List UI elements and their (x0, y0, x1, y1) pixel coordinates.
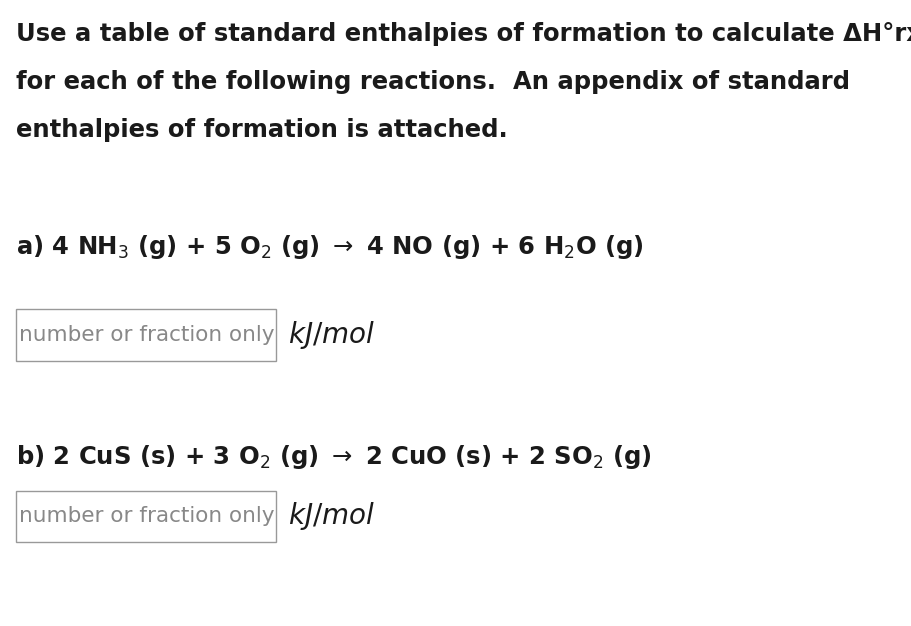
Text: b) 2 CuS (s) + 3 O$_2$ (g) $\rightarrow$ 2 CuO (s) + 2 SO$_2$ (g): b) 2 CuS (s) + 3 O$_2$ (g) $\rightarrow$… (16, 443, 651, 471)
Text: number or fraction only: number or fraction only (18, 325, 274, 345)
FancyBboxPatch shape (16, 309, 276, 361)
Text: for each of the following reactions.  An appendix of standard: for each of the following reactions. An … (16, 70, 849, 94)
Text: $\mathbf{\mathit{kJ/mol}}$: $\mathbf{\mathit{kJ/mol}}$ (288, 319, 375, 351)
Text: Use a table of standard enthalpies of formation to calculate ΔH°rxn: Use a table of standard enthalpies of fo… (16, 22, 911, 46)
Text: number or fraction only: number or fraction only (18, 506, 274, 526)
Text: enthalpies of formation is attached.: enthalpies of formation is attached. (16, 118, 507, 142)
FancyBboxPatch shape (16, 491, 276, 542)
Text: a) 4 NH$_3$ (g) + 5 O$_2$ (g) $\rightarrow$ 4 NO (g) + 6 H$_2$O (g): a) 4 NH$_3$ (g) + 5 O$_2$ (g) $\rightarr… (16, 233, 643, 261)
Text: $\mathbf{\mathit{kJ/mol}}$: $\mathbf{\mathit{kJ/mol}}$ (288, 500, 375, 533)
